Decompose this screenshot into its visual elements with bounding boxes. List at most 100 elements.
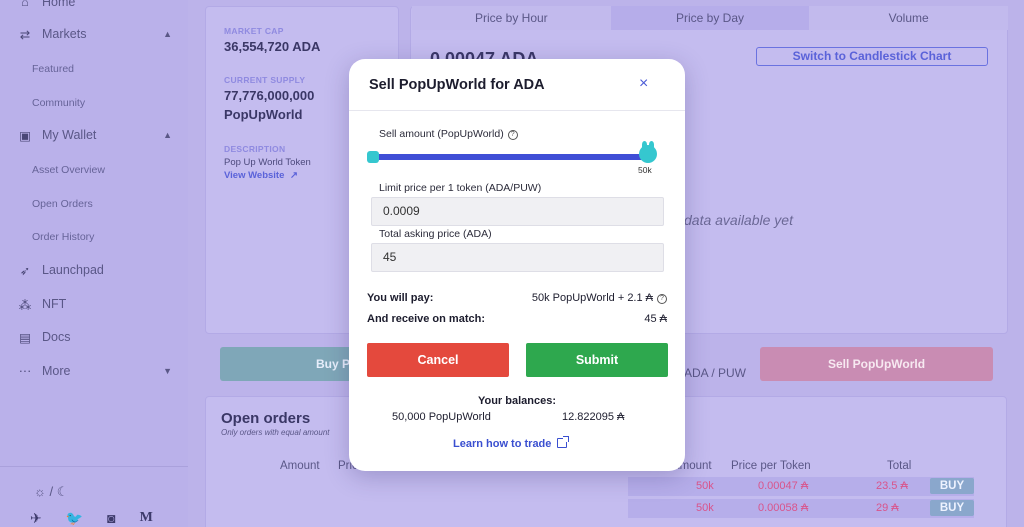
external-link-icon	[557, 436, 570, 448]
sell-modal: Sell PopUpWorld for ADA × Sell amount (P…	[349, 59, 685, 471]
sidebar-item-order-history[interactable]: Order History	[32, 231, 95, 243]
document-icon: ▤	[19, 330, 31, 345]
tab-price-by-day[interactable]: Price by Day	[610, 6, 810, 30]
more-dots-icon: ···	[18, 364, 32, 378]
learn-link-text: Learn how to trade	[453, 438, 552, 450]
theme-toggle[interactable]: ☼ / ☾	[34, 484, 69, 499]
supply-value: 77,776,000,000	[224, 88, 315, 103]
social-links: ✈ 🐦 ◙ M	[30, 510, 153, 527]
balances-title: Your balances:	[477, 395, 557, 407]
chevron-up-icon: ▲	[163, 29, 172, 39]
you-will-pay-value: 50k PopUpWorld + 2.1 ₳?	[532, 292, 667, 304]
open-orders-title: Open orders	[221, 410, 311, 427]
orderbook-amount: 50k	[696, 502, 714, 514]
rocket-icon: ➶	[19, 263, 31, 278]
sell-button[interactable]: Sell PopUpWorld	[760, 347, 993, 381]
sidebar: ⌂ Home ⇄ Markets ▲ Featured Community ▣ …	[0, 0, 188, 527]
orderbook-amount: 50k	[696, 480, 714, 492]
limit-price-input[interactable]: 0.0009	[371, 197, 664, 226]
pair-label: ADA / PUW	[684, 366, 747, 380]
slider-max-label: 50k	[638, 165, 652, 175]
sidebar-item-label: Launchpad	[42, 263, 104, 277]
total-price-label: Total asking price (ADA)	[379, 228, 492, 240]
switch-candlestick-button[interactable]: Switch to Candlestick Chart	[756, 47, 988, 66]
modal-title: Sell PopUpWorld for ADA	[369, 77, 545, 93]
help-icon[interactable]: ?	[657, 294, 667, 304]
sidebar-item-markets[interactable]: ⇄ Markets ▲	[18, 27, 178, 42]
view-website-link[interactable]: View Website ↗	[224, 170, 298, 181]
sell-amount-label-text: Sell amount (PopUpWorld)	[379, 128, 504, 140]
description-value: Pop Up World Token	[224, 157, 311, 168]
open-orders-col-amount: Amount	[280, 460, 320, 472]
orderbook-total: 23.5 ₳	[876, 480, 908, 492]
buy-badge[interactable]: BUY	[930, 478, 974, 494]
tab-price-by-hour[interactable]: Price by Hour	[412, 6, 611, 30]
buy-button[interactable]: Buy PopUpWorld	[220, 347, 352, 381]
orderbook-price: 0.00058 ₳	[758, 502, 809, 514]
twitter-icon[interactable]: 🐦	[65, 510, 84, 526]
sidebar-item-label: My Wallet	[42, 128, 97, 142]
sidebar-footer	[0, 466, 188, 527]
receive-on-match-value: 45 ₳	[644, 313, 667, 325]
sidebar-item-label: Home	[42, 0, 76, 9]
orderbook-row[interactable]: 50k 0.00047 ₳ 23.5 ₳ BUY	[628, 477, 974, 496]
chevron-down-icon: ▼	[163, 366, 172, 376]
help-icon[interactable]: ?	[507, 130, 518, 140]
view-website-label: View Website	[224, 170, 285, 181]
market-cap-label: MARKET CAP	[224, 26, 284, 36]
sidebar-item-open-orders[interactable]: Open Orders	[32, 198, 93, 210]
orderbook-col-total: Total	[887, 460, 912, 472]
chevron-up-icon: ▲	[163, 130, 172, 140]
external-link-icon: ↗	[290, 170, 298, 181]
description-label: DESCRIPTION	[224, 144, 286, 154]
swap-arrows-icon: ⇄	[19, 27, 31, 42]
submit-button[interactable]: Submit	[526, 343, 668, 377]
market-cap-value: 36,554,720 ADA	[224, 39, 321, 54]
you-will-pay-label: You will pay:	[367, 292, 434, 304]
orderbook-price: 0.00047 ₳	[758, 480, 809, 492]
medium-icon[interactable]: M	[139, 510, 153, 525]
learn-how-to-trade-link[interactable]: Learn how to trade	[453, 436, 570, 450]
supply-label: CURRENT SUPPLY	[224, 75, 306, 85]
balance-token: 50,000 PopUpWorld	[392, 411, 491, 423]
sidebar-item-home[interactable]: ⌂ Home	[18, 0, 178, 9]
you-will-pay-amount: 50k PopUpWorld + 2.1 ₳	[531, 292, 653, 304]
sell-amount-label: Sell amount (PopUpWorld)?	[379, 128, 518, 140]
slider-min-handle	[367, 151, 379, 163]
sidebar-item-nft[interactable]: ⁂ NFT	[18, 297, 178, 312]
wallet-icon: ▣	[19, 128, 31, 143]
sidebar-item-community[interactable]: Community	[32, 97, 86, 109]
total-price-input[interactable]: 45	[371, 243, 664, 272]
sidebar-item-asset-overview[interactable]: Asset Overview	[32, 164, 105, 176]
chart-tabs: Price by Hour Price by Day Volume	[412, 6, 1009, 30]
buy-badge[interactable]: BUY	[930, 500, 974, 516]
open-orders-subtitle: Only orders with equal amount	[221, 428, 330, 437]
sidebar-item-docs[interactable]: ▤ Docs	[18, 330, 178, 345]
sidebar-item-label: More	[42, 364, 71, 378]
sidebar-item-label: Docs	[42, 330, 71, 344]
discord-icon[interactable]: ◙	[107, 510, 116, 526]
sidebar-item-featured[interactable]: Featured	[32, 63, 75, 75]
sell-amount-slider[interactable]	[371, 154, 655, 160]
modal-header: Sell PopUpWorld for ADA ×	[349, 59, 685, 111]
orderbook-col-price: Price per Token	[731, 460, 811, 472]
close-icon[interactable]: ×	[639, 75, 649, 92]
limit-price-label: Limit price per 1 token (ADA/PUW)	[379, 182, 542, 194]
receive-on-match-label: And receive on match:	[367, 313, 485, 325]
sidebar-item-my-wallet[interactable]: ▣ My Wallet ▲	[18, 128, 178, 143]
cancel-button[interactable]: Cancel	[367, 343, 509, 377]
sidebar-item-label: NFT	[42, 297, 67, 311]
slider-thumb-handle[interactable]	[639, 141, 657, 163]
sidebar-item-label: Markets	[42, 27, 87, 41]
nft-icon: ⁂	[18, 297, 32, 312]
orderbook-row[interactable]: 50k 0.00058 ₳ 29 ₳ BUY	[628, 499, 974, 518]
sidebar-item-launchpad[interactable]: ➶ Launchpad	[18, 263, 178, 278]
telegram-icon[interactable]: ✈	[30, 510, 42, 526]
no-data-message: data available yet	[684, 212, 793, 228]
balance-ada: 12.822095 ₳	[562, 411, 625, 423]
sidebar-item-more[interactable]: ··· More ▼	[18, 364, 178, 378]
orderbook-total: 29 ₳	[876, 502, 899, 514]
home-icon: ⌂	[21, 0, 29, 9]
supply-token-name: PopUpWorld	[224, 107, 303, 122]
tab-volume[interactable]: Volume	[809, 6, 1009, 30]
